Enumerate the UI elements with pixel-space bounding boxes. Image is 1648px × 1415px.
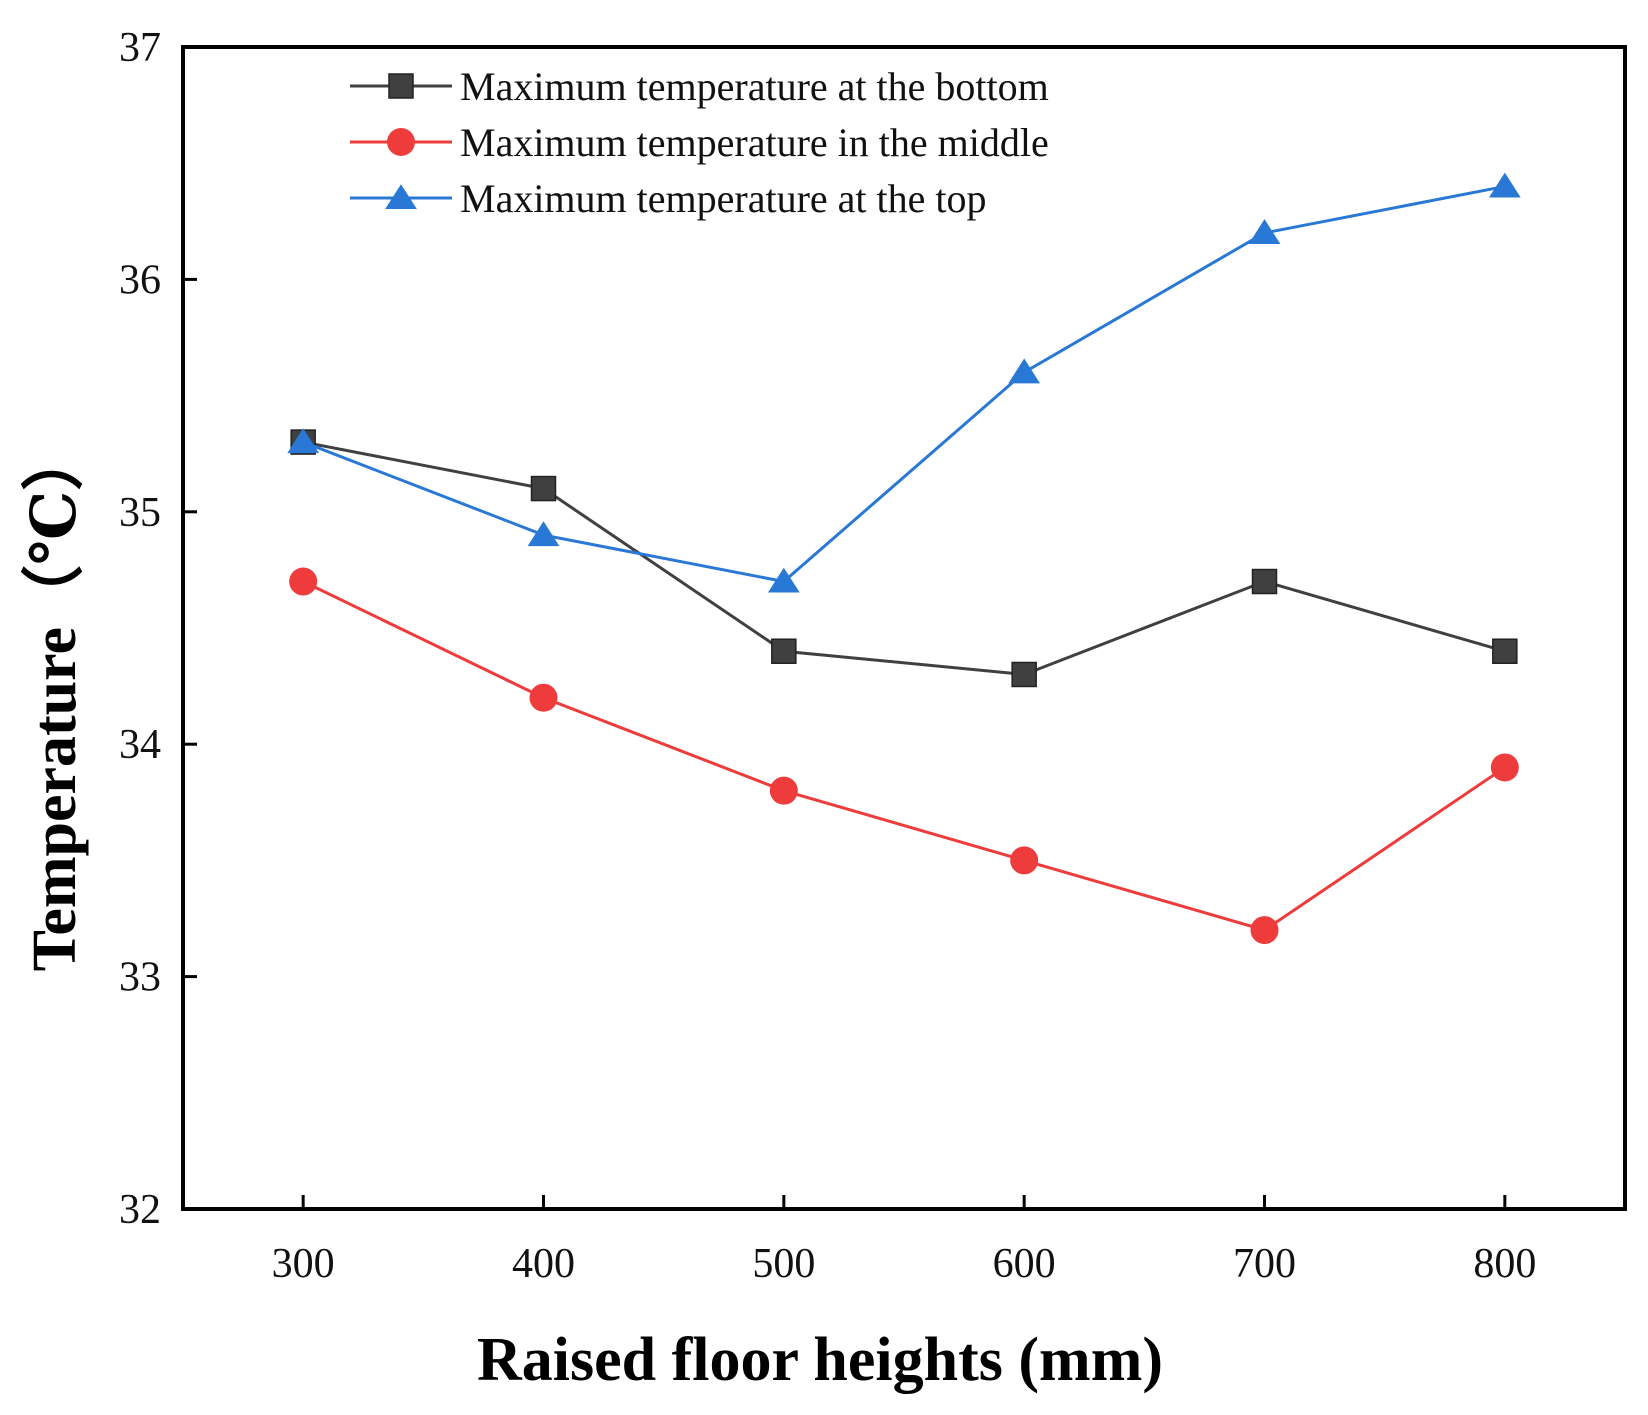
axis-ticks: 300 400 500 600 700 800 32 33 34 35 36 37 — [119, 25, 1536, 1287]
legend-label: Maximum temperature at the top — [460, 176, 987, 221]
legend-marker — [388, 73, 414, 99]
y-tick-label: 36 — [119, 257, 161, 303]
series-line — [302, 184, 1506, 584]
x-tick-label: 400 — [512, 1241, 575, 1287]
data-point — [1010, 846, 1039, 875]
x-axis-title: Raised floor heights (mm) — [477, 1326, 1163, 1394]
series-line — [302, 440, 1506, 677]
x-tick-label: 800 — [1473, 1241, 1536, 1287]
series-line — [302, 580, 1506, 932]
data-point — [529, 683, 558, 712]
series-layer — [287, 172, 1521, 945]
legend-item: Maximum temperature at the bottom — [350, 64, 1049, 109]
y-tick-label: 33 — [119, 955, 161, 1001]
y-axis-title: Temperature（℃） — [19, 429, 89, 972]
y-tick-label: 34 — [119, 722, 161, 768]
y-tick-label: 37 — [119, 25, 161, 71]
legend-marker — [385, 184, 417, 210]
data-point — [287, 428, 320, 454]
plot-frame — [181, 45, 1627, 1211]
legend-item: Maximum temperature at the top — [350, 176, 987, 221]
data-point — [530, 475, 557, 502]
x-tick-label: 700 — [1233, 1241, 1296, 1287]
data-point — [1492, 638, 1518, 664]
legend-label: Maximum temperature at the bottom — [460, 64, 1049, 109]
series-2 — [289, 567, 1519, 945]
y-tick-label: 32 — [119, 1187, 161, 1233]
x-tick-label: 500 — [752, 1241, 815, 1287]
data-point — [1248, 219, 1281, 244]
data-point — [771, 638, 797, 664]
legend-label: Maximum temperature in the middle — [460, 120, 1049, 165]
x-tick-label: 300 — [272, 1241, 335, 1287]
x-tick-label: 600 — [993, 1241, 1056, 1287]
data-point — [769, 776, 798, 805]
legend-marker — [387, 128, 415, 156]
data-point — [1251, 568, 1278, 595]
data-point — [527, 521, 560, 547]
series-1 — [290, 429, 1518, 688]
series-3 — [287, 172, 1521, 593]
y-tick-label: 35 — [119, 490, 161, 536]
data-point — [1011, 661, 1037, 688]
data-point — [1250, 916, 1279, 945]
data-point — [1490, 753, 1519, 782]
data-point — [1488, 172, 1521, 198]
legend: Maximum temperature at the bottom Maximum… — [350, 64, 1049, 221]
data-point — [1008, 358, 1041, 384]
legend-item: Maximum temperature in the middle — [350, 120, 1049, 165]
data-point — [767, 567, 800, 593]
data-point — [289, 567, 318, 596]
